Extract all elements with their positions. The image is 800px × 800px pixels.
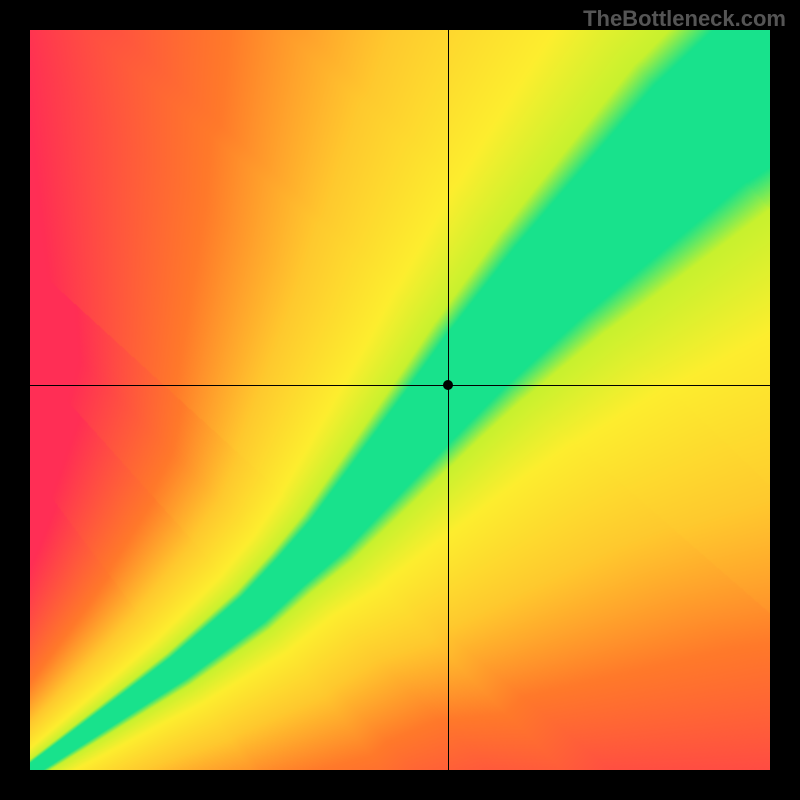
crosshair-vertical: [448, 30, 449, 770]
crosshair-horizontal: [30, 385, 770, 386]
attribution-text: TheBottleneck.com: [583, 6, 786, 32]
heatmap-chart: [30, 30, 770, 770]
marker-dot: [443, 380, 453, 390]
heatmap-canvas: [30, 30, 770, 770]
